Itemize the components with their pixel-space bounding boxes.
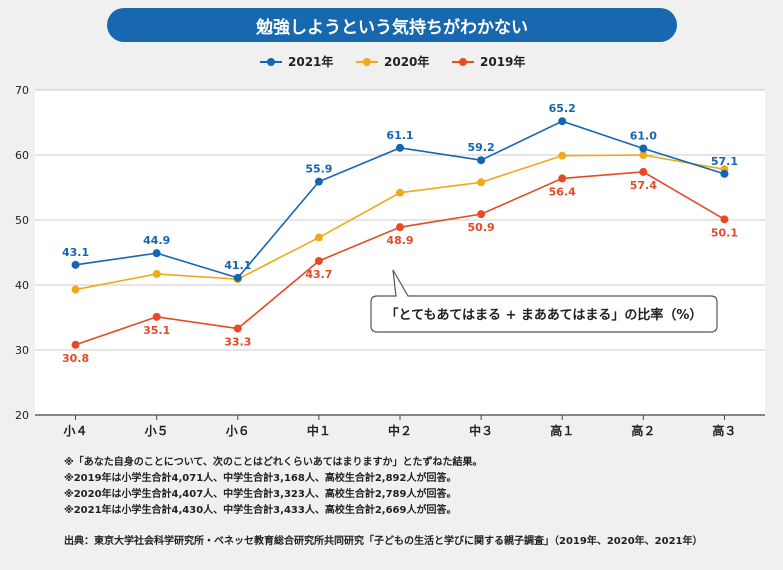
x-tick-label: 中１ xyxy=(307,423,331,438)
data-point xyxy=(314,256,323,265)
chart-notes: ※「あなた自身のことについて、次のことはどれくらいあてはまりますか」とたずねた結… xyxy=(64,455,764,519)
data-label: 50.1 xyxy=(711,226,738,239)
data-point xyxy=(639,167,648,176)
y-tick-label: 70 xyxy=(15,84,29,97)
data-label: 55.9 xyxy=(305,163,332,176)
data-point xyxy=(71,285,80,294)
source-citation: 出典：東京大学社会科学研究所・ベネッセ教育総合研究所共同研究「子どもの生活と学び… xyxy=(64,536,703,547)
data-point xyxy=(314,177,323,186)
y-tick-label: 60 xyxy=(15,149,29,162)
legend-swatch-marker xyxy=(267,58,275,66)
legend-label: 2020年 xyxy=(384,54,429,69)
note-line: ※「あなた自身のことについて、次のことはどれくらいあてはまりますか」とたずねた結… xyxy=(64,457,483,468)
legend-label: 2019年 xyxy=(480,54,525,69)
data-point xyxy=(720,215,729,224)
data-label: 33.3 xyxy=(224,336,251,349)
y-tick-label: 50 xyxy=(15,214,29,227)
data-point xyxy=(152,269,161,278)
note-line: ※2021年は小学生合計4,430人、中学生合計3,433人、高校生合計2,66… xyxy=(64,505,457,516)
annotation-text: 「とてもあてはまる + まああてはまる」の比率（%） xyxy=(386,307,703,323)
x-tick-label: 中２ xyxy=(388,423,412,438)
data-label: 50.9 xyxy=(468,221,495,234)
data-label: 43.7 xyxy=(305,268,332,281)
legend-swatch-marker xyxy=(459,58,467,66)
data-label: 35.1 xyxy=(143,324,170,337)
chart-title: 勉強しようという気持ちがわかない xyxy=(107,8,677,42)
x-tick-label: 小４ xyxy=(64,423,88,438)
data-label: 57.4 xyxy=(630,179,657,192)
x-tick-label: 高２ xyxy=(631,423,655,438)
data-point xyxy=(71,260,80,269)
data-point xyxy=(314,233,323,242)
data-point xyxy=(477,156,486,165)
data-point xyxy=(396,188,404,197)
data-point xyxy=(477,178,486,187)
x-tick-label: 小６ xyxy=(226,423,250,438)
data-label: 56.4 xyxy=(549,185,576,198)
x-tick-label: 高１ xyxy=(550,423,574,438)
x-tick-label: 小５ xyxy=(145,423,169,438)
data-point xyxy=(233,324,242,333)
note-line: ※2020年は小学生合計4,407人、中学生合計3,323人、高校生合計2,78… xyxy=(64,489,457,500)
data-point xyxy=(71,340,80,349)
annotation-callout xyxy=(370,269,718,333)
data-point xyxy=(639,151,648,159)
data-label: 61.0 xyxy=(630,130,657,143)
data-label: 43.1 xyxy=(62,246,89,259)
line-chart: 20 30 40 50 60 70 小４ 小５ 小６ 中１ 中２ 中３ 高１ 高２ 高３ 2021年 2020年… xyxy=(15,54,765,438)
data-label: 59.2 xyxy=(468,141,495,154)
data-point xyxy=(558,151,567,160)
data-point xyxy=(396,223,404,232)
legend-label: 2021年 xyxy=(288,54,333,69)
x-tick-label: 中３ xyxy=(469,423,493,438)
x-tick-label: 高３ xyxy=(712,423,736,438)
data-point xyxy=(558,174,567,183)
data-label: 57.1 xyxy=(711,155,738,168)
y-tick-label: 40 xyxy=(15,279,29,292)
data-point xyxy=(396,143,404,152)
data-label: 48.9 xyxy=(386,234,413,247)
data-label: 61.1 xyxy=(386,129,413,142)
data-point xyxy=(720,169,729,178)
data-point xyxy=(152,312,161,321)
data-label: 41.1 xyxy=(224,259,251,272)
y-tick-label: 30 xyxy=(15,344,29,357)
data-point xyxy=(477,210,486,219)
legend-swatch-marker xyxy=(363,58,371,66)
data-label: 44.9 xyxy=(143,234,170,247)
data-label: 30.8 xyxy=(62,352,89,365)
data-point xyxy=(152,249,161,258)
data-label: 65.2 xyxy=(549,102,576,115)
data-point xyxy=(639,144,648,153)
note-line: ※2019年は小学生合計4,071人、中学生合計3,168人、高校生合計2,89… xyxy=(64,473,457,484)
data-point xyxy=(558,117,567,126)
y-tick-label: 20 xyxy=(15,409,29,422)
data-point xyxy=(233,273,242,282)
